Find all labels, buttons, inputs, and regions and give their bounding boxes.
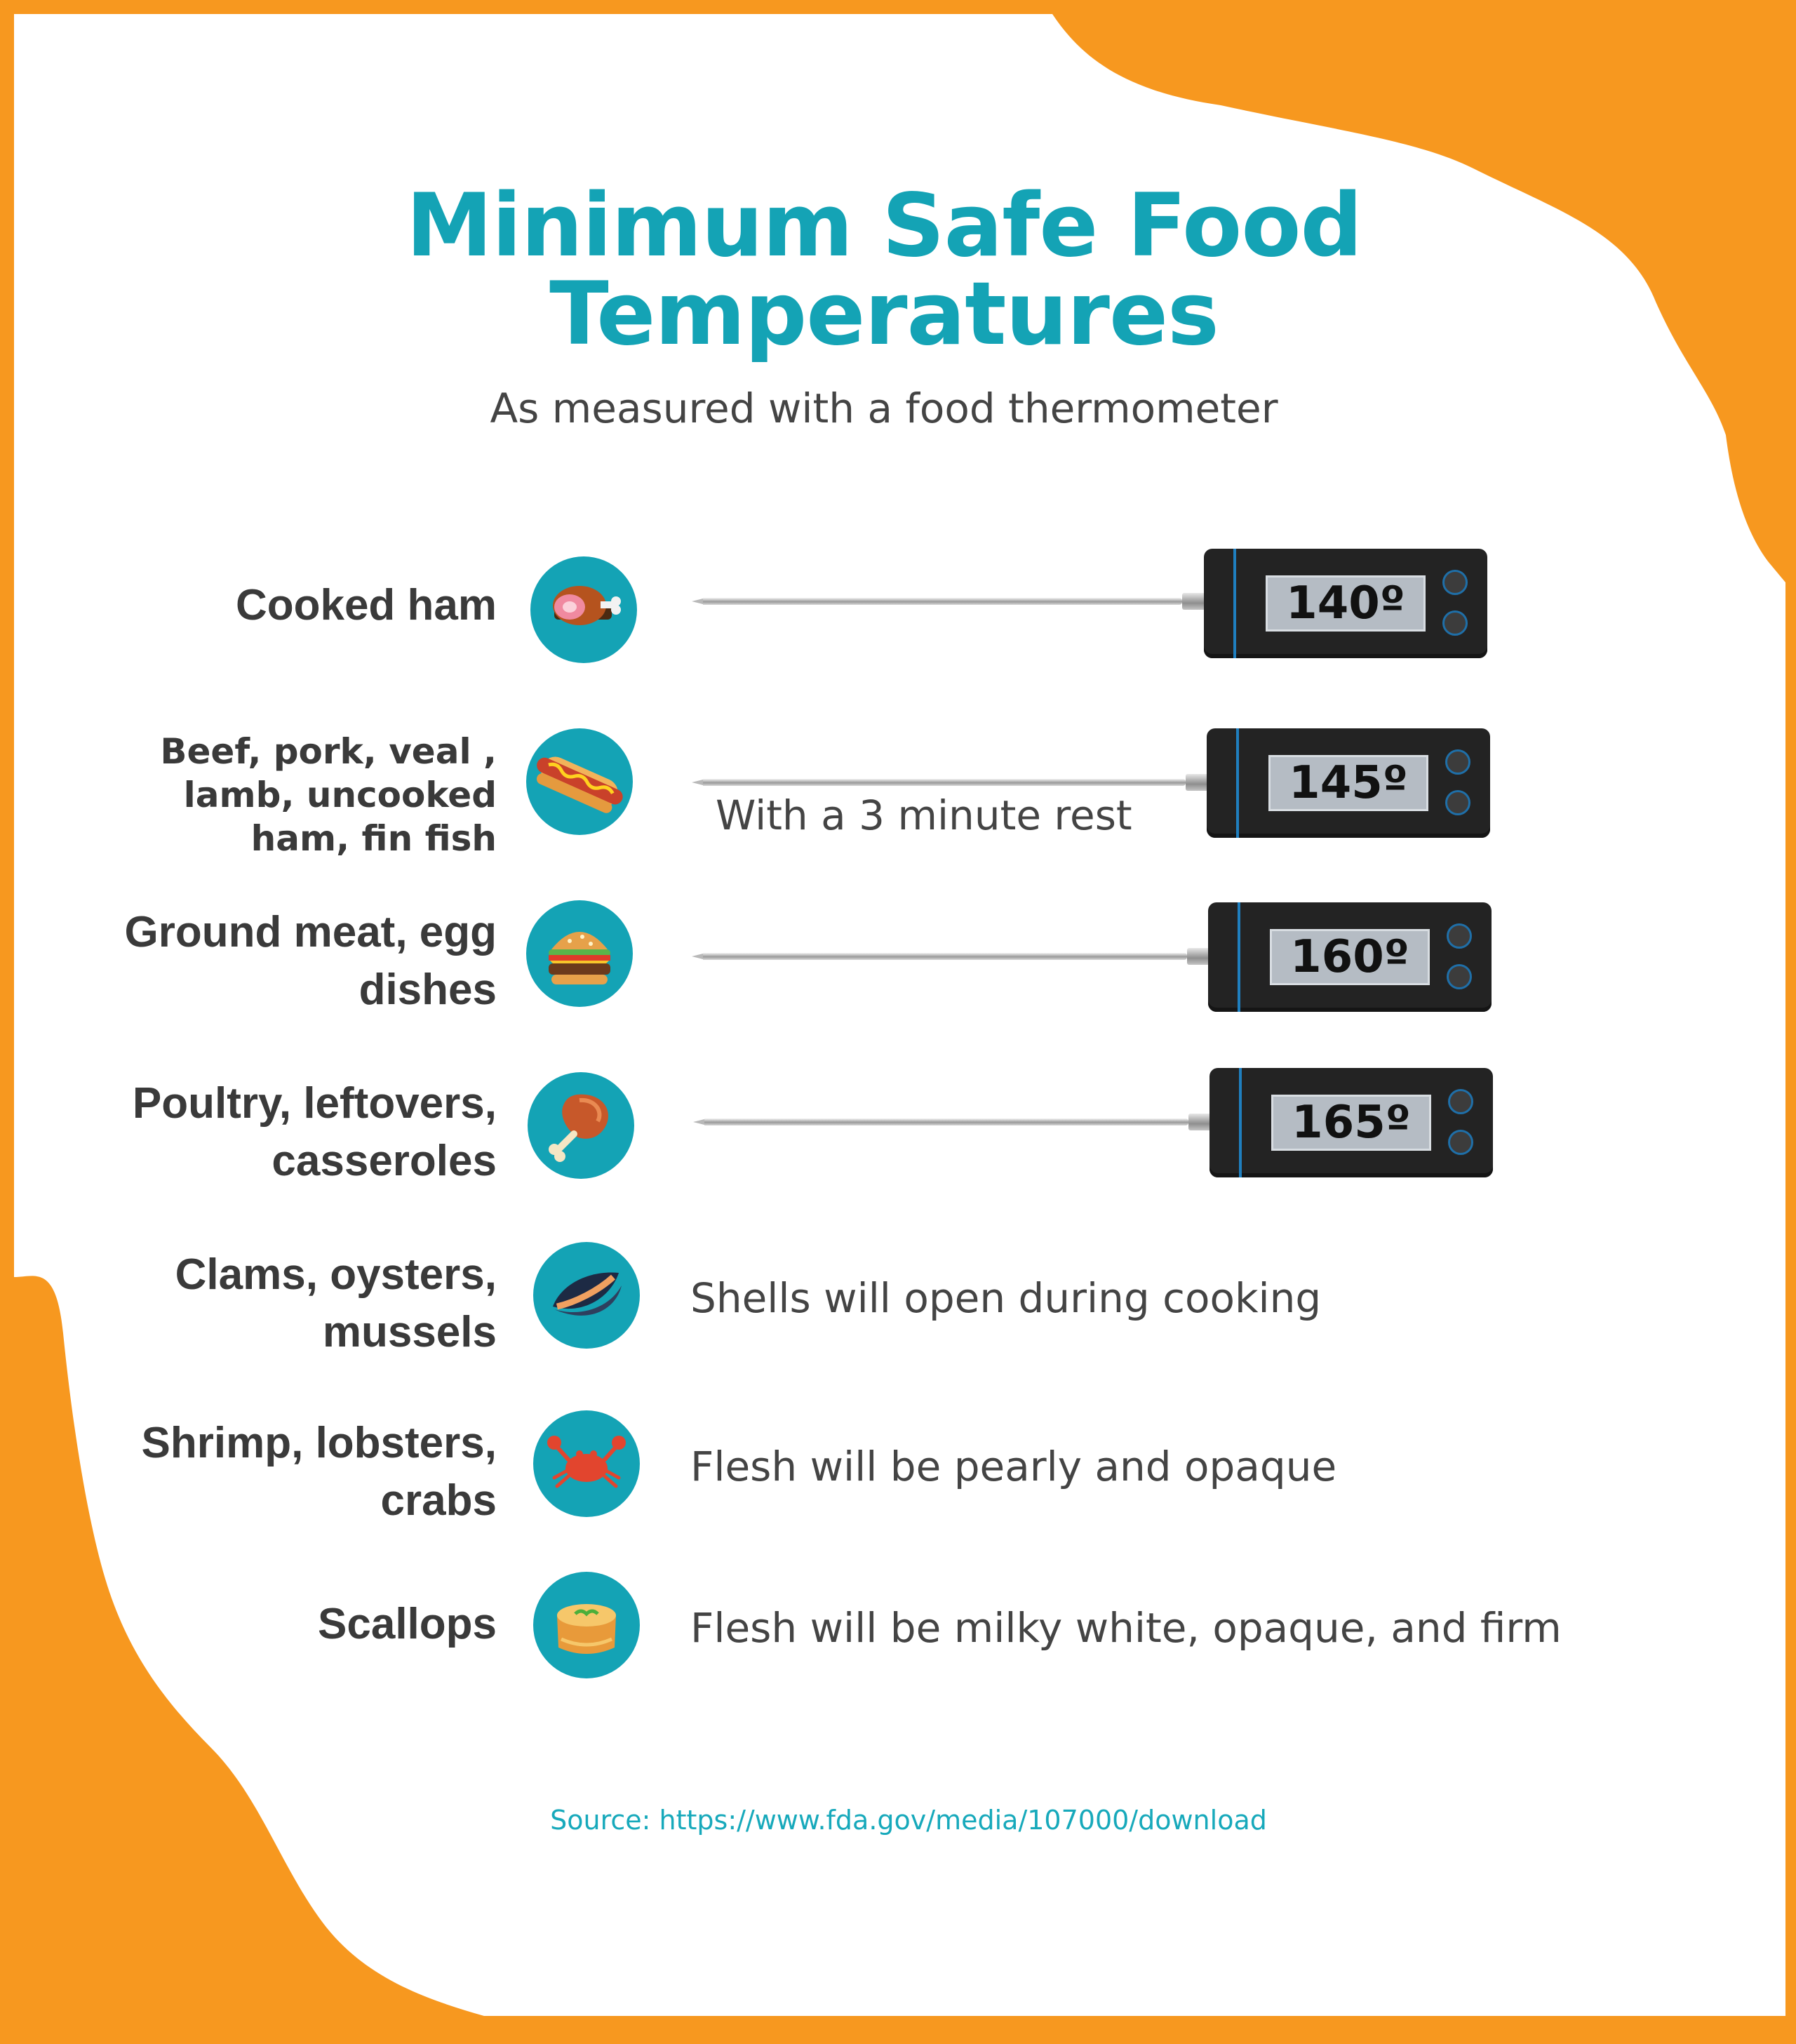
label-line: Shrimp, lobsters,	[141, 1419, 497, 1467]
note-shells-open: Shells will open during cooking	[690, 1274, 1322, 1322]
drumstick-icon	[528, 1072, 634, 1179]
thermometer-160: 160º	[1208, 902, 1492, 1012]
note-flesh-pearly: Flesh will be pearly and opaque	[690, 1443, 1337, 1490]
page-title-line1: Minimum Safe Food	[406, 175, 1363, 276]
thermometer-140: 140º	[1204, 549, 1487, 658]
food-label-ground-meat: Ground meat, egg dishes	[125, 904, 497, 1019]
thermometer-probe	[692, 953, 1187, 960]
probe-collar	[1188, 1114, 1212, 1130]
page-subtitle: As measured with a food thermometer	[490, 385, 1278, 432]
page-title-line2: Temperatures	[549, 264, 1219, 365]
probe-collar	[1186, 774, 1209, 791]
ham-icon	[530, 556, 637, 663]
food-label-poultry: Poultry, leftovers, casseroles	[133, 1075, 497, 1190]
label-line: crabs	[380, 1476, 497, 1525]
label-line: mussels	[322, 1308, 497, 1356]
temperature-display: 165º	[1271, 1095, 1431, 1151]
thermometer-probe	[692, 779, 1186, 786]
food-label-scallops: Scallops	[318, 1596, 497, 1653]
source-citation: Source: https://www.fda.gov/media/107000…	[550, 1805, 1267, 1836]
temperature-display: 160º	[1270, 929, 1430, 985]
label-line: Beef, pork, veal ,	[160, 731, 497, 772]
burger-icon	[526, 900, 633, 1007]
label-line: Poultry, leftovers,	[132, 1079, 497, 1128]
thermometer-probe	[692, 598, 1182, 605]
food-label-cooked-ham: Cooked ham	[236, 577, 497, 634]
label-line: Clams, oysters,	[175, 1250, 497, 1299]
mussel-icon	[533, 1242, 640, 1349]
label-line: ham, fin fish	[250, 818, 497, 859]
thermometer-165: 165º	[1209, 1068, 1493, 1177]
temperature-display: 140º	[1266, 575, 1426, 632]
note-rest-time: With a 3 minute rest	[716, 791, 1132, 839]
crab-icon	[533, 1410, 640, 1517]
food-label-beef-pork-veal: Beef, pork, veal , lamb, uncooked ham, f…	[160, 730, 497, 860]
label-line: Ground meat, egg	[124, 908, 497, 956]
hotdog-icon	[526, 728, 633, 835]
food-label-shrimp: Shrimp, lobsters, crabs	[142, 1415, 497, 1530]
probe-collar	[1182, 593, 1206, 610]
label-line: Scallops	[318, 1600, 497, 1648]
thermometer-145: 145º	[1207, 728, 1490, 838]
thermometer-probe	[693, 1118, 1188, 1125]
note-flesh-milky: Flesh will be milky white, opaque, and f…	[690, 1604, 1562, 1652]
scallop-icon	[533, 1572, 640, 1678]
food-label-clams: Clams, oysters, mussels	[175, 1246, 497, 1361]
probe-collar	[1187, 948, 1211, 965]
label-line: dishes	[358, 966, 497, 1014]
label-line: Cooked ham	[235, 581, 497, 629]
label-line: casseroles	[272, 1137, 497, 1185]
label-line: lamb, uncooked	[183, 775, 497, 815]
temperature-display: 145º	[1268, 755, 1428, 811]
